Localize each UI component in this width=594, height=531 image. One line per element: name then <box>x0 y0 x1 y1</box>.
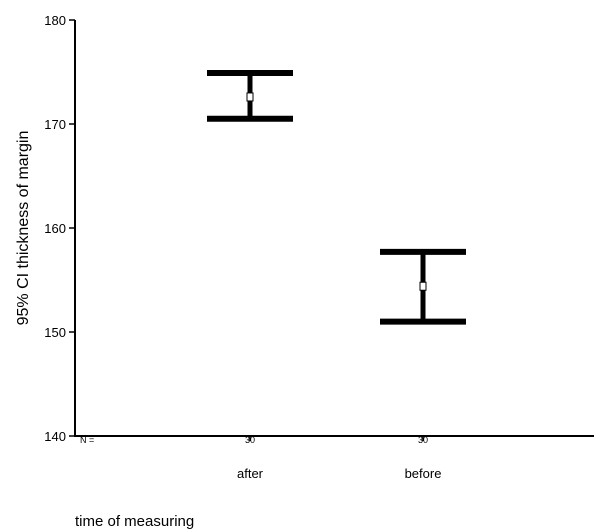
mean-marker <box>419 281 427 291</box>
error-bar-before <box>380 248 466 325</box>
x-tick-label: after <box>237 466 264 481</box>
error-bar-after <box>207 70 293 122</box>
mean-marker <box>246 92 254 102</box>
y-tick-label: 160 <box>44 221 66 236</box>
y-tick-label: 140 <box>44 429 66 444</box>
y-tick-label: 150 <box>44 325 66 340</box>
y-axis-label: 95% CI thickness of margin <box>15 131 32 326</box>
n-value: 30 <box>418 435 428 445</box>
y-tick-label: 170 <box>44 117 66 132</box>
x-tick-label: before <box>405 466 442 481</box>
x-categories: 30 after 30 before <box>237 435 441 481</box>
y-ticks: 140 150 160 170 180 <box>44 13 75 444</box>
n-value: 30 <box>245 435 255 445</box>
y-tick-label: 180 <box>44 13 66 28</box>
n-label: N = <box>80 435 94 445</box>
x-axis-label: time of measuring <box>75 513 194 530</box>
error-bars <box>207 70 466 325</box>
